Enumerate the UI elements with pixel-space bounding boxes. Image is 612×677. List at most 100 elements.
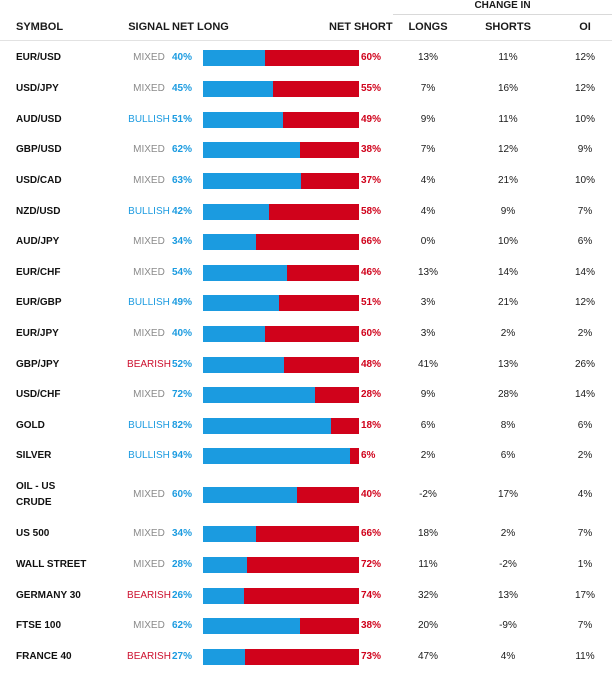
symbol-column-header[interactable]: SYMBOL [16, 21, 64, 33]
longs-change-value: 3% [420, 297, 436, 308]
net-short-value: 18% [361, 420, 382, 431]
longs-change-value: 41% [417, 359, 438, 370]
symbol-label[interactable]: GERMANY 30 [16, 590, 81, 601]
symbol-label[interactable]: GOLD [16, 420, 45, 431]
symbol-label[interactable]: EUR/JPY [16, 328, 59, 339]
symbol-label[interactable]: AUD/JPY [16, 236, 60, 247]
longs-change-value: 3% [420, 328, 436, 339]
shorts-column-header[interactable]: SHORTS [485, 21, 531, 33]
signal-label: BULLISH [128, 297, 170, 308]
sentiment-bar [203, 50, 359, 66]
symbol-label[interactable]: USD/CHF [16, 389, 61, 400]
net-long-column-header[interactable]: NET LONG [172, 21, 229, 33]
signal-column-header[interactable]: SIGNAL [128, 21, 170, 33]
symbol-label[interactable]: NZD/USD [16, 206, 61, 217]
signal-label: BULLISH [128, 114, 170, 125]
sentiment-bar [203, 526, 359, 542]
net-short-value: 51% [361, 297, 382, 308]
signal-label: MIXED [133, 389, 165, 400]
symbol-label[interactable]: US 500 [16, 528, 50, 539]
signal-label: BEARISH [127, 359, 171, 370]
oi-change-value: 7% [577, 206, 593, 217]
symbol-label[interactable]: EUR/GBP [16, 297, 62, 308]
sentiment-bar [203, 448, 359, 464]
symbol-label[interactable]: WALL STREET [16, 559, 87, 570]
symbol-label[interactable]: AUD/USD [16, 114, 62, 125]
net-long-bar-fill [203, 526, 256, 542]
shorts-change-value: 12% [497, 144, 518, 155]
net-long-value: 27% [172, 651, 193, 662]
symbol-label[interactable]: USD/CAD [16, 175, 62, 186]
net-long-bar-fill [203, 234, 256, 250]
sentiment-bar [203, 357, 359, 373]
longs-change-value: 2% [420, 450, 436, 461]
net-long-bar-fill [203, 50, 265, 66]
oi-change-value: 7% [577, 620, 593, 631]
symbol-label[interactable]: GBP/USD [16, 144, 62, 155]
net-long-bar-fill [203, 649, 245, 665]
net-long-value: 40% [172, 52, 193, 63]
net-long-value: 52% [172, 359, 193, 370]
shorts-change-value: -9% [499, 620, 517, 631]
sentiment-bar [203, 326, 359, 342]
sentiment-bar [203, 234, 359, 250]
sentiment-bar [203, 387, 359, 403]
net-short-value: 73% [361, 651, 382, 662]
sentiment-bar [203, 295, 359, 311]
net-long-value: 42% [172, 206, 193, 217]
signal-label: MIXED [133, 620, 165, 631]
signal-label: BEARISH [127, 651, 171, 662]
symbol-label[interactable]: FTSE 100 [16, 620, 62, 631]
net-short-value: 60% [361, 328, 382, 339]
oi-change-value: 4% [577, 489, 593, 500]
shorts-change-value: 13% [497, 359, 518, 370]
net-short-column-header[interactable]: NET SHORT [329, 21, 393, 33]
signal-label: MIXED [133, 528, 165, 539]
net-long-bar-fill [203, 142, 300, 158]
symbol-label: CRUDE [16, 497, 52, 508]
net-short-value: 38% [361, 620, 382, 631]
symbol-label[interactable]: GBP/JPY [16, 359, 60, 370]
longs-change-value: 0% [420, 236, 436, 247]
change-in-group-header: CHANGE IN [393, 0, 612, 15]
symbol-label[interactable]: EUR/CHF [16, 267, 61, 278]
oi-column-header[interactable]: OI [579, 21, 591, 33]
longs-change-value: 9% [420, 389, 436, 400]
shorts-change-value: 2% [500, 528, 516, 539]
signal-label: MIXED [133, 328, 165, 339]
shorts-change-value: 11% [498, 52, 518, 63]
longs-change-value: 32% [417, 590, 438, 601]
net-short-value: 38% [361, 144, 382, 155]
shorts-change-value: 21% [497, 175, 518, 186]
oi-change-value: 9% [577, 144, 593, 155]
symbol-label[interactable]: USD/JPY [16, 83, 59, 94]
longs-change-value: 47% [417, 651, 438, 662]
longs-change-value: 9% [420, 114, 436, 125]
net-long-value: 63% [172, 175, 193, 186]
sentiment-bar [203, 265, 359, 281]
symbol-label: OIL - US [16, 481, 56, 492]
net-short-value: 66% [361, 236, 382, 247]
symbol-label[interactable]: FRANCE 40 [16, 651, 72, 662]
sentiment-bar [203, 588, 359, 604]
shorts-change-value: 9% [500, 206, 516, 217]
symbol-label[interactable]: EUR/USD [16, 52, 62, 63]
oi-change-value: 10% [574, 175, 595, 186]
oi-change-value: 11% [575, 651, 595, 662]
oi-change-value: 14% [574, 389, 595, 400]
signal-label: BULLISH [128, 420, 170, 431]
net-long-value: 49% [172, 297, 193, 308]
signal-label: BULLISH [128, 206, 170, 217]
symbol-label[interactable]: SILVER [16, 450, 52, 461]
net-long-value: 62% [172, 620, 193, 631]
shorts-change-value: 11% [498, 114, 518, 125]
signal-label: MIXED [133, 144, 165, 155]
longs-column-header[interactable]: LONGS [408, 21, 448, 33]
net-short-value: 46% [361, 267, 382, 278]
longs-change-value: 7% [420, 83, 436, 94]
longs-change-value: 4% [420, 175, 436, 186]
net-short-value: 28% [361, 389, 382, 400]
signal-label: MIXED [133, 83, 165, 94]
oi-change-value: 12% [574, 297, 595, 308]
net-short-value: 58% [361, 206, 382, 217]
